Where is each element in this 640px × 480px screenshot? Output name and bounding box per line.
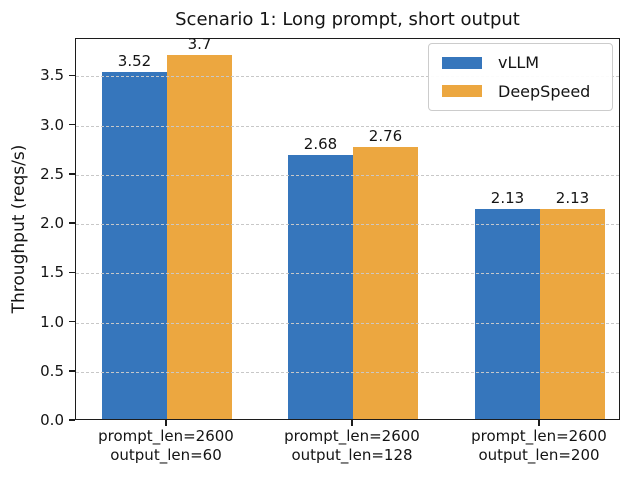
deepspeed-legend-label: DeepSpeed — [498, 81, 591, 101]
y-tick-mark — [69, 173, 75, 175]
vllm-legend-swatch — [442, 56, 482, 69]
y-tick-label: 0.5 — [40, 361, 64, 380]
gridline — [76, 224, 619, 226]
bar-vllm-group2 — [475, 209, 540, 419]
gridline — [76, 76, 619, 78]
y-tick-label: 3.0 — [40, 115, 64, 134]
y-tick-mark — [69, 271, 75, 274]
bar-deepspeed-group1 — [353, 147, 418, 419]
y-tick-label: 2.5 — [40, 164, 64, 183]
y-tick-label: 1.0 — [40, 312, 64, 331]
x-tick-mark — [538, 420, 540, 426]
gridline — [76, 125, 619, 127]
x-tick-label: prompt_len=2600 output_len=128 — [257, 427, 447, 465]
y-tick-mark — [69, 123, 75, 126]
bar-value-label: 2.13 — [555, 189, 590, 208]
x-tick-label-line: prompt_len=2600 — [471, 427, 607, 445]
legend: vLLM DeepSpeed — [428, 43, 613, 111]
deepspeed-legend-swatch — [442, 85, 482, 98]
bar-vllm-group0 — [102, 72, 167, 419]
y-tick-mark — [69, 370, 75, 372]
x-tick-label: prompt_len=2600 output_len=60 — [71, 427, 261, 465]
x-tick-label-line: output_len=128 — [291, 446, 413, 464]
y-tick-label: 0.0 — [40, 411, 64, 429]
bar-deepspeed-group2 — [540, 209, 605, 419]
x-tick-label-line: prompt_len=2600 — [98, 427, 234, 445]
y-tick-mark — [69, 74, 75, 77]
gridline — [76, 371, 619, 373]
y-tick-mark — [69, 222, 75, 224]
gridline — [76, 174, 619, 176]
x-tick-mark — [351, 420, 353, 426]
bar-value-label: 3.7 — [187, 34, 212, 53]
bar-value-label: 2.13 — [490, 189, 525, 208]
y-tick-mark — [69, 320, 75, 323]
legend-item-deepspeed: DeepSpeed — [442, 82, 599, 101]
bar-vllm-group1 — [288, 155, 353, 419]
y-tick-label: 3.5 — [40, 66, 64, 85]
x-tick-label-line: output_len=200 — [478, 446, 600, 464]
y-tick-label: 1.5 — [40, 263, 64, 282]
x-tick-mark — [165, 420, 167, 426]
gridline — [76, 322, 619, 324]
y-tick-mark — [69, 419, 75, 421]
x-tick-label-line: output_len=60 — [110, 446, 222, 464]
x-tick-label: prompt_len=2600 output_len=200 — [444, 427, 634, 465]
bar-deepspeed-group0 — [167, 54, 232, 419]
y-tick-label: 2.0 — [40, 214, 64, 233]
bar-value-label: 2.68 — [303, 135, 338, 154]
x-tick-label-line: prompt_len=2600 — [284, 427, 420, 445]
gridline — [76, 273, 619, 275]
legend-item-vllm: vLLM — [442, 53, 599, 72]
vllm-legend-label: vLLM — [498, 53, 540, 73]
bar-value-label: 2.76 — [368, 127, 403, 146]
bar-value-label: 3.52 — [117, 52, 152, 71]
chart-title: Scenario 1: Long prompt, short output — [175, 9, 520, 30]
